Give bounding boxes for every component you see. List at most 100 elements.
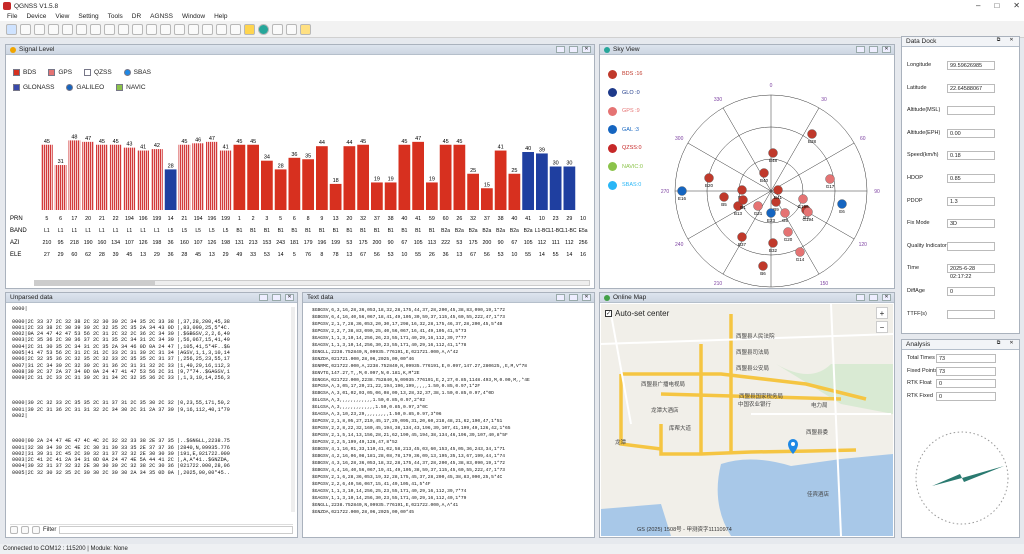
save-icon[interactable] <box>32 526 40 534</box>
panel-float-button[interactable] <box>556 294 565 301</box>
menu-file[interactable]: File <box>7 13 18 20</box>
play-icon[interactable] <box>34 23 45 35</box>
satellite-marker[interactable] <box>795 247 805 257</box>
menu-view[interactable]: View <box>55 13 70 20</box>
satellite-marker[interactable] <box>737 185 747 195</box>
dock-field-value[interactable]: 0.00 <box>947 128 995 138</box>
legend-galileo[interactable]: GALILEO <box>66 84 104 91</box>
legend-navic[interactable]: NAVIC <box>116 84 146 91</box>
satellite-marker[interactable] <box>768 238 778 248</box>
satellite-marker[interactable] <box>771 197 781 207</box>
dock-close-button[interactable]: ✕ <box>1009 340 1014 346</box>
signal-bar[interactable] <box>329 183 342 210</box>
map-poi-label[interactable]: 龙潭 <box>615 440 627 446</box>
dock-float-button[interactable]: ⧉ <box>996 37 1001 43</box>
terminal-icon[interactable] <box>118 23 129 35</box>
panel-close-button[interactable]: ✕ <box>582 46 591 53</box>
signal-chart-icon[interactable] <box>244 23 255 35</box>
panel-float-button[interactable] <box>556 46 565 53</box>
unparsed-hex-text[interactable]: 0000| 0000|2C 33 37 2C 32 38 2C 32 30 30… <box>12 306 230 476</box>
signal-bar[interactable] <box>453 144 466 210</box>
satellite-marker[interactable] <box>737 232 747 242</box>
dock-field-value[interactable]: 99.59626985 <box>947 61 995 70</box>
satellite-marker[interactable] <box>753 201 763 211</box>
info-icon[interactable] <box>230 23 241 35</box>
signal-bar[interactable] <box>549 166 562 211</box>
layout-icon[interactable] <box>160 23 171 35</box>
monitor-icon[interactable] <box>272 23 283 35</box>
dock-field-value[interactable]: 0 <box>947 287 995 296</box>
signal-bar[interactable] <box>82 141 94 210</box>
panel-max-button[interactable] <box>569 46 578 53</box>
signal-bar[interactable] <box>522 152 534 210</box>
map-zoom-in-button[interactable]: + <box>876 307 888 319</box>
signal-bar[interactable] <box>261 160 273 210</box>
connect-icon[interactable] <box>6 23 17 35</box>
map-poi-label[interactable]: 西盟县公安局 <box>736 366 770 372</box>
map-poi-label[interactable]: 西盟县司法局 <box>736 350 770 356</box>
signal-bar[interactable] <box>96 144 108 210</box>
maximize-button[interactable]: □ <box>994 1 1000 10</box>
signal-bar[interactable] <box>343 146 356 210</box>
panel-float-button[interactable] <box>259 294 268 301</box>
settings-icon[interactable] <box>20 23 31 35</box>
close-button[interactable]: ✕ <box>1013 1 1020 10</box>
satellite-marker[interactable] <box>677 186 687 196</box>
satellite-marker[interactable] <box>759 168 769 178</box>
antenna2-icon[interactable] <box>76 23 87 35</box>
map-poi-label[interactable]: 西盟县国家税务局 <box>739 394 784 400</box>
map-pin-icon[interactable] <box>188 23 199 35</box>
signal-bar[interactable] <box>192 143 204 210</box>
satellite-marker[interactable] <box>719 192 729 202</box>
grid-icon[interactable] <box>202 23 213 35</box>
window-icon[interactable] <box>132 23 143 35</box>
menu-window[interactable]: Window <box>181 13 206 20</box>
list-icon[interactable] <box>216 23 227 35</box>
panel-close-button[interactable]: ✕ <box>882 294 891 301</box>
unparsed-scrollbar[interactable] <box>291 307 295 512</box>
signal-bar[interactable] <box>68 140 81 210</box>
nmea-text[interactable]: $GBGSV,6,3,16,28,36,053,18,32,28,175,44,… <box>312 308 530 515</box>
signal-bar[interactable] <box>164 169 177 210</box>
legend-glonass[interactable]: GLONASS <box>13 84 54 91</box>
signal-bar[interactable] <box>151 149 163 210</box>
satellite-marker[interactable] <box>807 129 817 139</box>
panel-max-button[interactable] <box>869 46 878 53</box>
satellite-marker[interactable] <box>738 195 748 205</box>
signal-bar[interactable] <box>233 144 246 210</box>
dock-field-value[interactable]: 22.64588067 <box>947 83 995 93</box>
satellite-marker[interactable] <box>837 199 847 209</box>
panel-max-button[interactable] <box>272 294 281 301</box>
signal-bar[interactable] <box>54 165 67 210</box>
legend-bds[interactable]: BDS <box>13 69 36 76</box>
dock-float-button[interactable]: ⧉ <box>996 340 1001 346</box>
legend-qzss[interactable]: QZSS <box>84 69 112 76</box>
satellite-marker[interactable] <box>768 148 778 158</box>
clear-icon[interactable] <box>10 526 18 534</box>
dock-field-value[interactable]: 3D <box>947 219 995 229</box>
analysis-field-value[interactable]: 73 <box>936 354 996 363</box>
signal-bar[interactable] <box>398 144 411 210</box>
signal-bar[interactable] <box>206 141 218 210</box>
satellite-marker[interactable] <box>773 185 783 195</box>
antenna-icon[interactable] <box>62 23 73 35</box>
signal-bar[interactable] <box>426 182 438 210</box>
analysis-field-value[interactable]: 0 <box>936 379 996 388</box>
map-poi-label[interactable]: 中国农业银行 <box>738 402 772 408</box>
map-poi-label[interactable]: 电力局 <box>811 403 828 409</box>
panel-close-button[interactable]: ✕ <box>582 294 591 301</box>
window2-icon[interactable] <box>146 23 157 35</box>
dock-field-value[interactable] <box>947 106 995 116</box>
auto-set-checkbox[interactable]: ✓ <box>605 310 612 317</box>
dock-field-value[interactable]: 1.3 <box>947 196 995 206</box>
menu-tools[interactable]: Tools <box>107 13 123 20</box>
cloud-icon[interactable] <box>286 23 297 35</box>
signal-bar[interactable] <box>219 150 232 210</box>
satellite-marker[interactable] <box>766 208 776 218</box>
legend-gps[interactable]: GPS <box>48 69 72 76</box>
signal-bar[interactable] <box>481 188 493 210</box>
signal-scroll-thumb[interactable] <box>35 281 155 285</box>
menu-dr[interactable]: DR <box>131 13 142 20</box>
map-poi-label[interactable]: 佳宾酒店 <box>807 492 830 498</box>
menu-help[interactable]: Help <box>214 13 228 20</box>
